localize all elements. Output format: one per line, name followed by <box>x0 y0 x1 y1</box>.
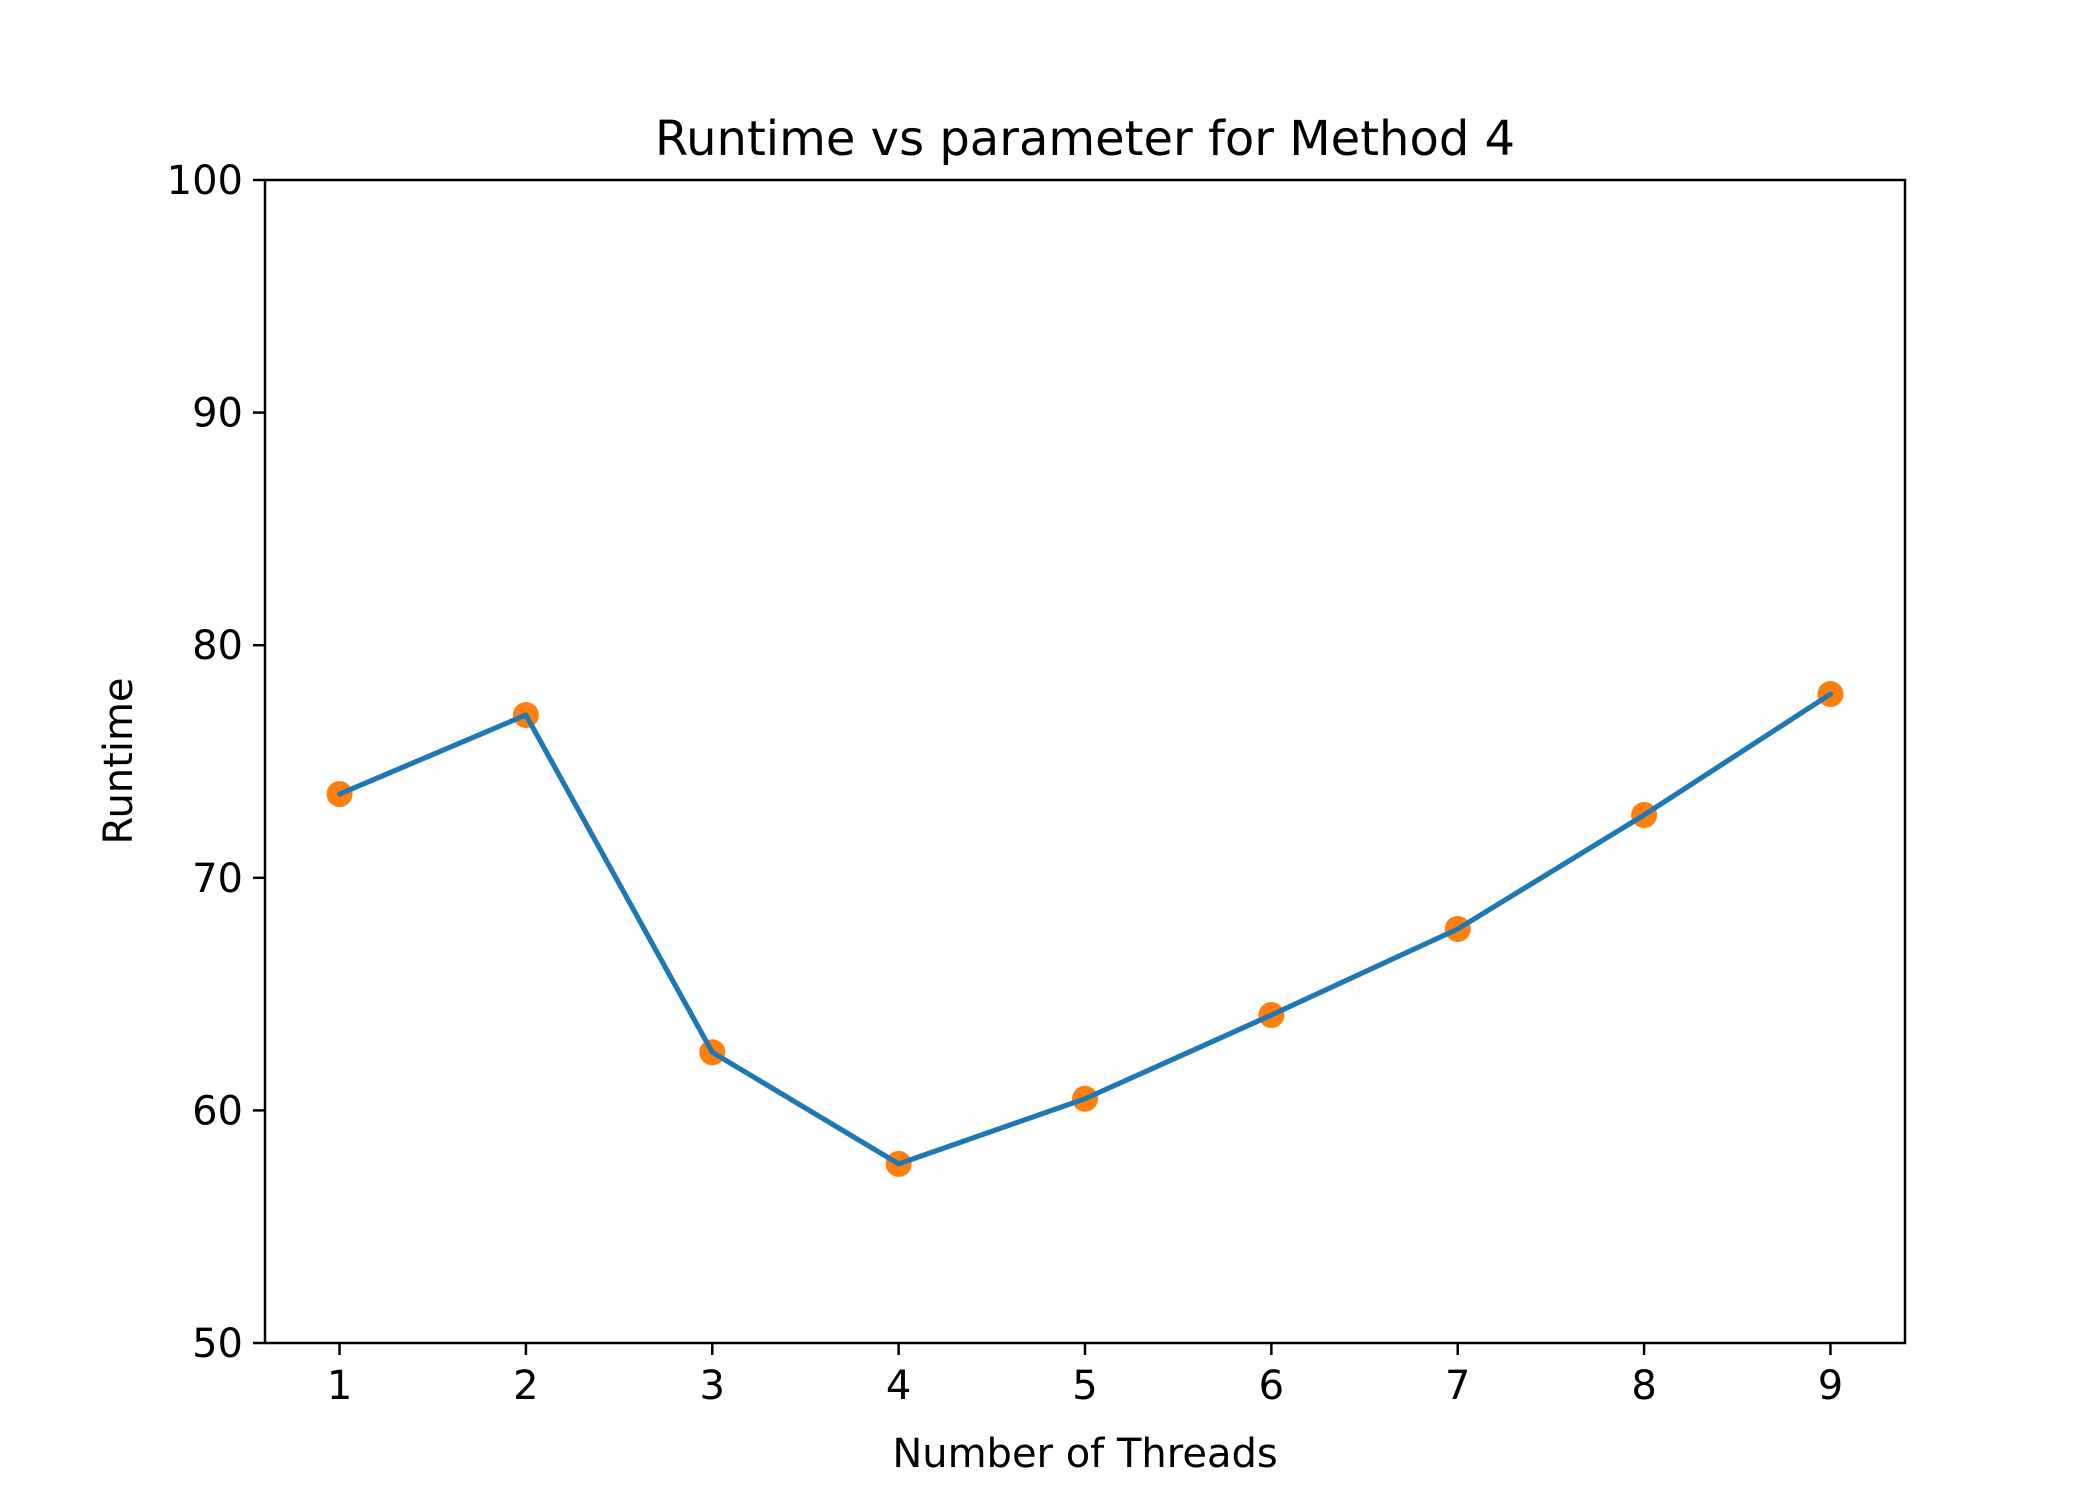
y-axis-ticks: 50 60 70 80 90 100 <box>167 158 265 1367</box>
x-axis-ticks: 1 2 3 4 5 6 7 8 9 <box>327 1343 1843 1409</box>
y-tick-label: 100 <box>167 158 243 204</box>
x-tick-label: 7 <box>1445 1363 1470 1409</box>
x-tick-label: 6 <box>1259 1363 1284 1409</box>
x-tick-label: 4 <box>886 1363 911 1409</box>
y-tick-label: 70 <box>192 856 243 902</box>
y-tick-label: 80 <box>192 623 243 669</box>
y-axis-label: Runtime <box>96 677 142 844</box>
y-tick-label: 60 <box>192 1088 243 1134</box>
y-tick-label: 90 <box>192 391 243 437</box>
x-tick-label: 8 <box>1631 1363 1656 1409</box>
x-tick-label: 9 <box>1818 1363 1843 1409</box>
plot-area <box>326 681 1844 1177</box>
x-tick-label: 1 <box>327 1363 352 1409</box>
x-tick-label: 5 <box>1072 1363 1097 1409</box>
y-tick-label: 50 <box>192 1321 243 1367</box>
series-line-overlay <box>337 691 1833 1167</box>
chart-title: Runtime vs parameter for Method 4 <box>655 111 1515 167</box>
x-tick-label: 3 <box>700 1363 725 1409</box>
axes-frame <box>263 178 1907 1345</box>
x-axis-label: Number of Threads <box>892 1431 1277 1477</box>
x-tick-label: 2 <box>513 1363 538 1409</box>
